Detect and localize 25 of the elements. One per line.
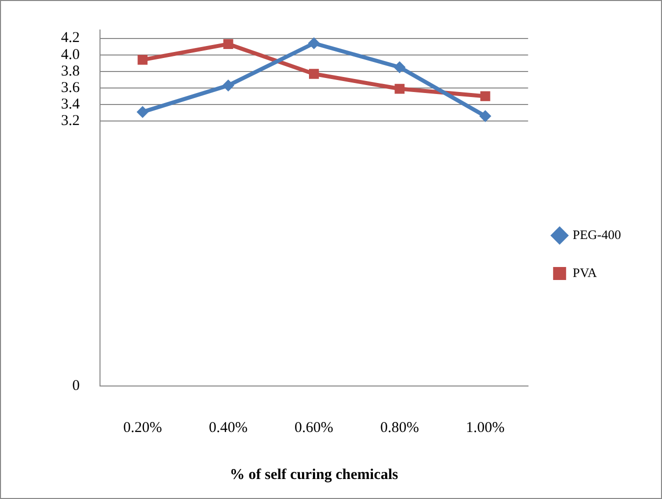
point bbox=[479, 110, 492, 122]
legend-label: PVA bbox=[572, 264, 598, 280]
y-tick-label: 4.2 bbox=[61, 30, 80, 46]
x-tick-label: 0.60% bbox=[294, 420, 334, 436]
point bbox=[308, 68, 319, 79]
y-tick-label: 3.2 bbox=[61, 113, 80, 130]
x-tick-label: 1.00% bbox=[466, 420, 505, 436]
y-tick-label: 3.6 bbox=[61, 80, 80, 96]
point bbox=[138, 54, 148, 65]
y-tick-label: 3.4 bbox=[61, 96, 80, 112]
x-axis-title: % of self curing chemicals bbox=[230, 466, 398, 483]
y-tick-label: 0 bbox=[72, 378, 80, 394]
point bbox=[136, 106, 149, 118]
point bbox=[394, 61, 406, 74]
x-tick-label: 0.80% bbox=[380, 420, 419, 436]
y-tick-label: 3.8 bbox=[61, 63, 80, 80]
y-tick-label: 4.0 bbox=[61, 46, 80, 63]
x-tick-label: 0.40% bbox=[208, 420, 248, 436]
point bbox=[480, 91, 490, 102]
x-tick-label: 0.20% bbox=[123, 420, 162, 436]
point bbox=[394, 84, 405, 94]
point bbox=[223, 39, 234, 50]
point bbox=[308, 37, 320, 50]
legend-label: PEG-400 bbox=[572, 226, 621, 242]
point bbox=[222, 79, 234, 92]
